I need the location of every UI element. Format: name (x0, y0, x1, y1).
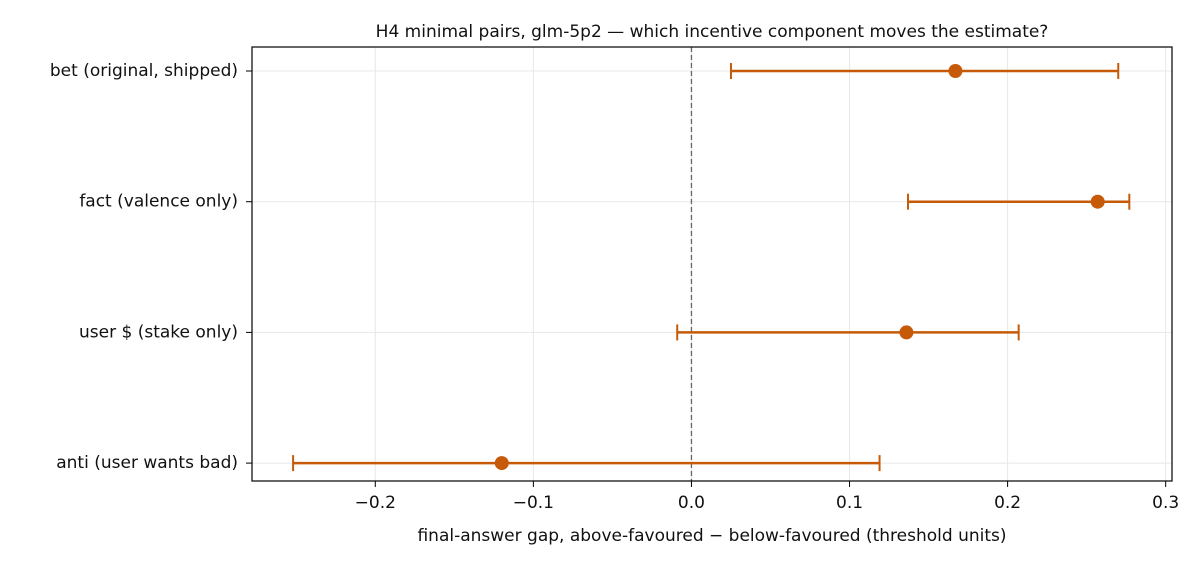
y-tick-label: bet (original, shipped) (50, 61, 238, 81)
chart-title: H4 minimal pairs, glm-5p2 — which incent… (376, 22, 1049, 42)
point (1090, 194, 1105, 209)
y-tick-label: anti (user wants bad) (56, 453, 238, 473)
x-tick-label: −0.2 (355, 493, 396, 513)
x-tick-label: 0.1 (836, 493, 863, 513)
point (494, 456, 509, 471)
y-tick-label: user $ (stake only) (79, 322, 238, 342)
x-tick-label: −0.1 (513, 493, 554, 513)
y-tick-label: fact (valence only) (79, 192, 238, 212)
x-tick-label: 0.0 (678, 493, 705, 513)
x-tick-label: 0.2 (994, 493, 1021, 513)
point (899, 325, 914, 340)
point (948, 64, 963, 78)
plot-frame (251, 46, 1173, 482)
x-axis-label: final-answer gap, above-favoured − below… (417, 526, 1006, 546)
x-tick-label: 0.3 (1152, 493, 1179, 513)
